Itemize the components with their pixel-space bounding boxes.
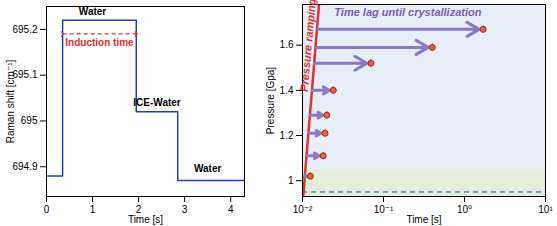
- svg-text:Water: Water: [194, 163, 222, 174]
- svg-text:Time lag until crystallization: Time lag until crystallization: [334, 6, 481, 18]
- svg-text:Time [s]: Time [s]: [128, 214, 163, 225]
- svg-text:Induction time: Induction time: [65, 37, 134, 48]
- svg-text:ICE-Water: ICE-Water: [133, 97, 181, 108]
- svg-text:1: 1: [90, 204, 96, 215]
- svg-text:695: 695: [21, 115, 38, 126]
- svg-text:10⁻²: 10⁻²: [293, 204, 313, 215]
- svg-text:694.9: 694.9: [12, 161, 37, 172]
- svg-text:10⁰: 10⁰: [457, 204, 472, 215]
- svg-text:0: 0: [44, 204, 50, 215]
- svg-text:1.4: 1.4: [280, 85, 294, 96]
- svg-text:695.2: 695.2: [12, 24, 37, 35]
- svg-text:10¹: 10¹: [538, 204, 553, 215]
- svg-text:Pressure [Gpa]: Pressure [Gpa]: [265, 67, 276, 134]
- svg-text:1: 1: [288, 175, 294, 186]
- svg-text:Raman shift [cm⁻¹]: Raman shift [cm⁻¹]: [5, 59, 16, 143]
- svg-text:1.2: 1.2: [280, 130, 294, 141]
- svg-text:Pressure ramping: Pressure ramping: [298, 0, 318, 92]
- svg-text:1.6: 1.6: [280, 39, 294, 50]
- svg-text:10⁻¹: 10⁻¹: [374, 204, 394, 215]
- svg-text:Time [s]: Time [s]: [406, 214, 441, 225]
- svg-text:695.1: 695.1: [12, 69, 37, 80]
- svg-text:Water: Water: [79, 6, 107, 17]
- svg-text:3: 3: [182, 204, 188, 215]
- svg-text:2: 2: [135, 203, 142, 215]
- svg-text:4: 4: [228, 204, 234, 215]
